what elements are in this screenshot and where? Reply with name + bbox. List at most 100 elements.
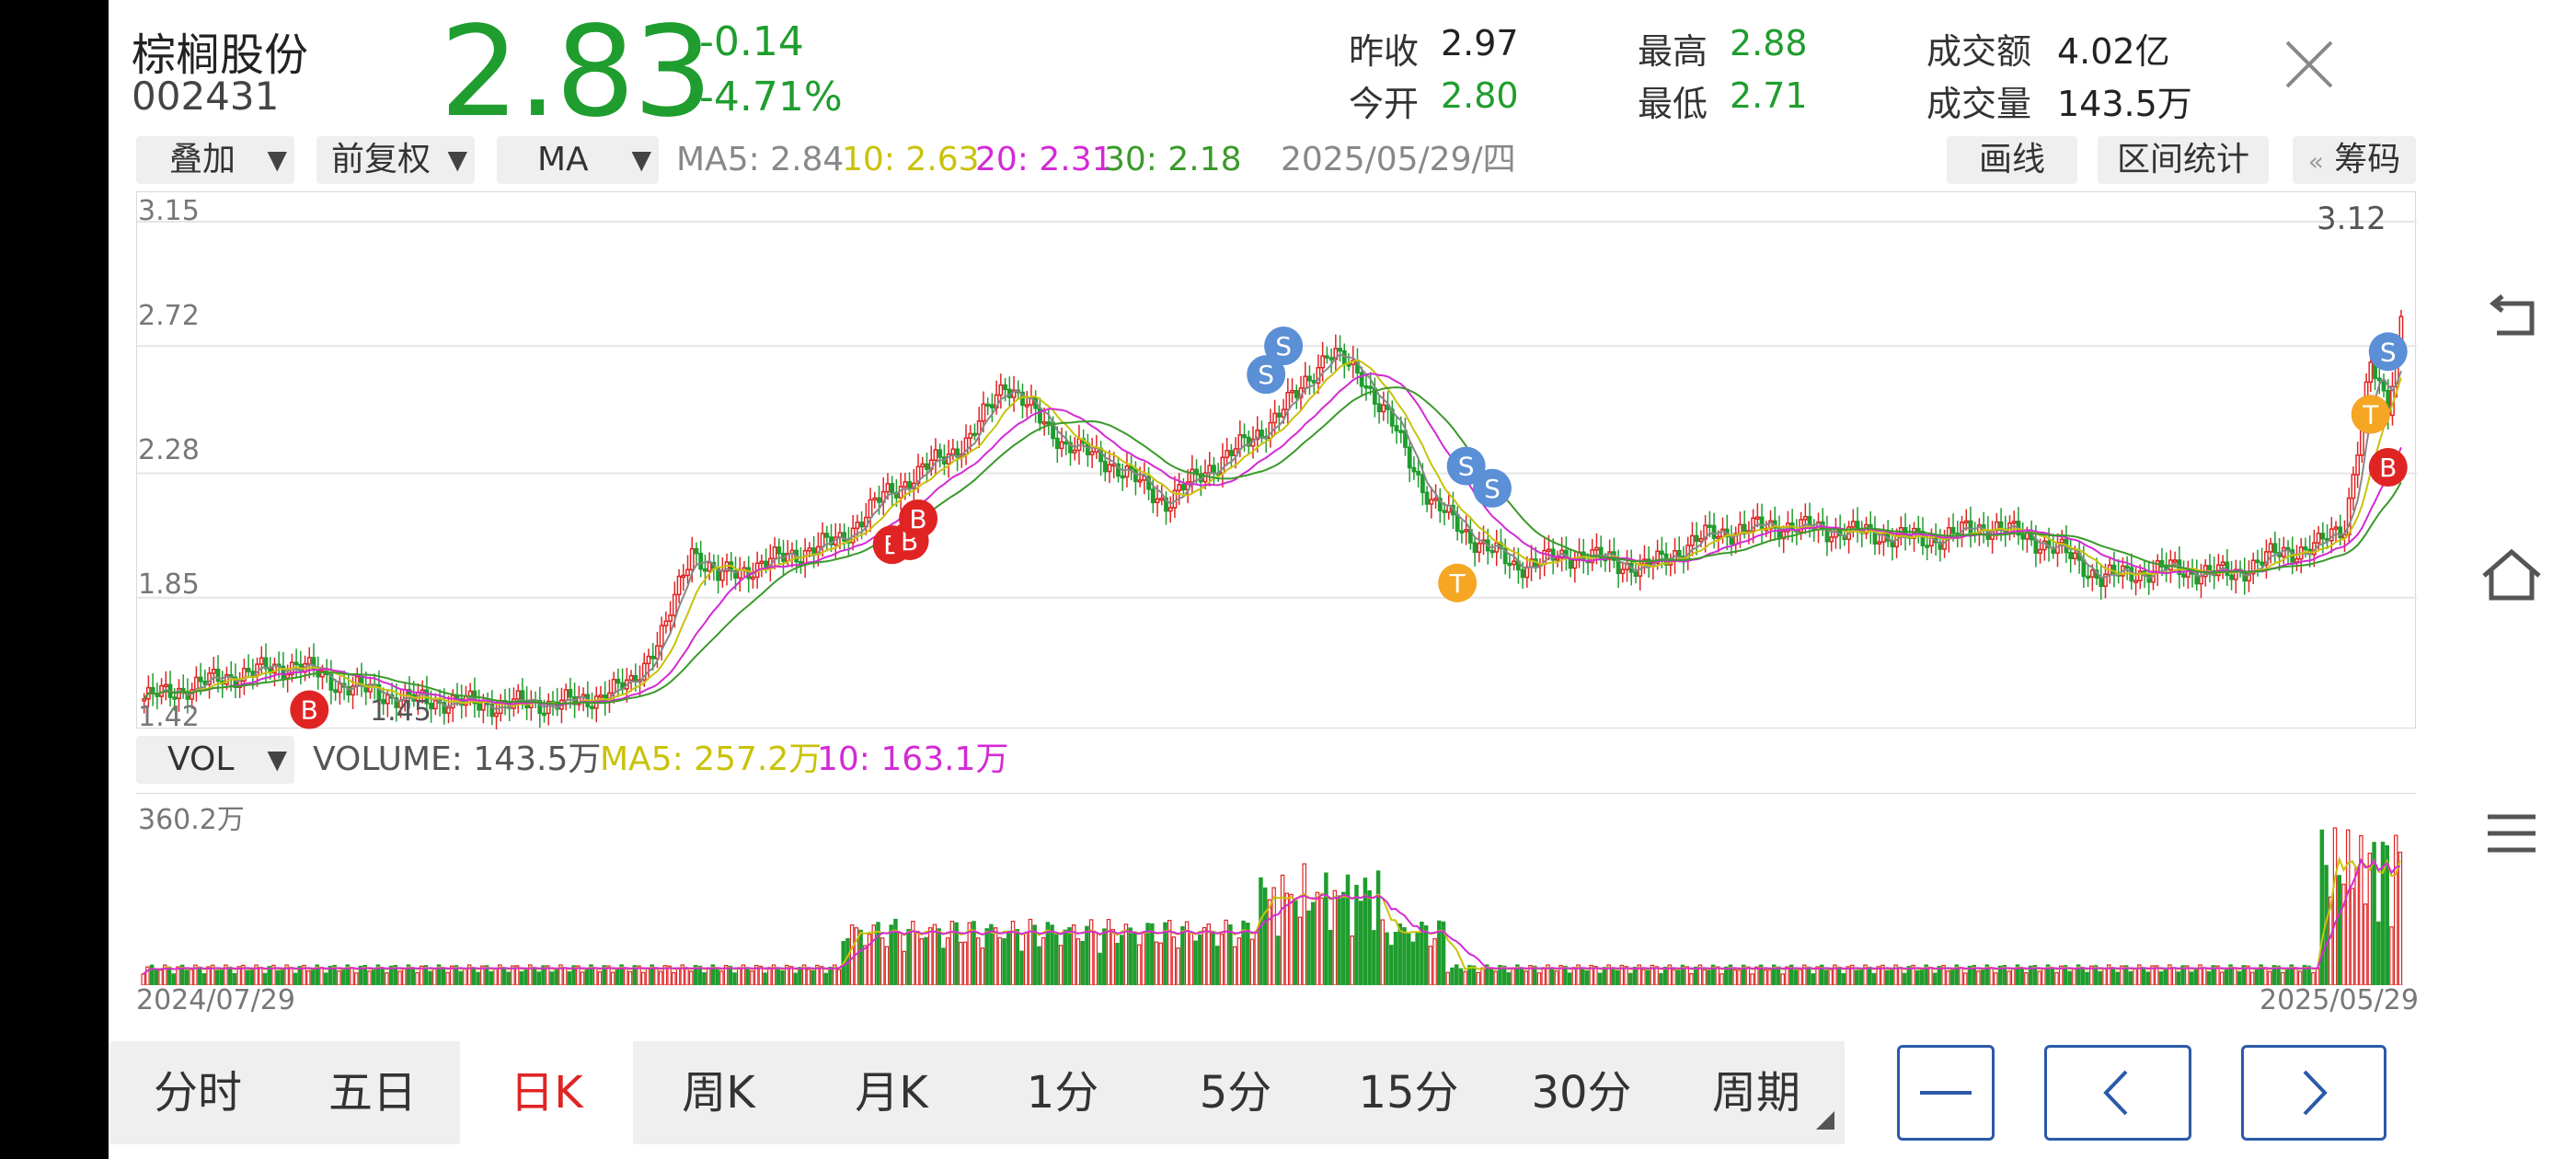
menu-button[interactable] xyxy=(2475,802,2548,866)
volume-bar xyxy=(2110,967,2116,986)
buy-signal-label: B xyxy=(909,504,926,534)
volume-bar xyxy=(819,966,824,986)
tab-5min[interactable]: 5分 xyxy=(1199,1067,1272,1119)
close-button[interactable] xyxy=(2282,37,2337,92)
tab-daily-k[interactable]: 日K xyxy=(460,1041,633,1144)
volume-bar xyxy=(1685,966,1689,986)
scroll-left-button[interactable] xyxy=(2044,1045,2191,1141)
vol-indicator-dropdown[interactable]: VOL ▼ xyxy=(136,736,294,784)
vol-max-label: 360.2万 xyxy=(138,804,245,836)
volume-bar xyxy=(1432,937,1437,986)
t-signal-marker[interactable] xyxy=(1438,563,1478,602)
volume-bar xyxy=(889,924,893,986)
volume-bar xyxy=(2311,971,2316,986)
candle-body xyxy=(937,449,943,458)
volume-bar xyxy=(941,947,946,986)
volume-bar xyxy=(1372,930,1376,986)
volume-bar xyxy=(2024,971,2029,986)
volume-bar xyxy=(1071,924,1076,986)
sell-signal-marker[interactable] xyxy=(2368,332,2408,372)
tab-weekly-k[interactable]: 周K xyxy=(682,1067,755,1119)
volume-bar xyxy=(1763,970,1768,986)
volume-bar xyxy=(1915,970,1920,986)
candle-body xyxy=(272,663,277,674)
volume-bar xyxy=(1385,932,1389,986)
candle-body xyxy=(646,655,651,665)
candle-body xyxy=(1046,421,1052,425)
volume-bar xyxy=(2219,971,2225,986)
sell-signal-marker[interactable] xyxy=(1247,355,1286,395)
volume-bar xyxy=(1176,947,1180,986)
volume-bar xyxy=(249,969,255,986)
indicator-dropdown[interactable]: MA ▼ xyxy=(497,136,659,184)
volume-bar xyxy=(1541,967,1546,986)
adjust-label: 前复权 xyxy=(331,141,431,178)
volume-bar xyxy=(1102,928,1107,986)
volume-bar xyxy=(1767,970,1772,986)
sell-signal-marker[interactable] xyxy=(1473,468,1512,508)
high-label: 最高 xyxy=(1638,31,1708,72)
ma30-value: 30: 2.18 xyxy=(1104,141,1242,178)
adjust-dropdown[interactable]: 前复权 ▼ xyxy=(316,136,475,184)
volume-bar xyxy=(798,967,802,986)
tab-period[interactable]: 周期 xyxy=(1711,1067,1800,1119)
chips-button[interactable]: « 筹码 xyxy=(2293,136,2416,184)
volume-bar xyxy=(519,971,524,986)
volume-bar xyxy=(1002,937,1006,986)
volume-bar xyxy=(1315,891,1320,986)
price-chart[interactable]: BBBBSSSSTBBST xyxy=(136,191,2417,731)
tab-30min[interactable]: 30分 xyxy=(1531,1067,1632,1119)
volume-bar xyxy=(1302,863,1306,986)
volume-bar xyxy=(2133,968,2137,986)
volume-bar xyxy=(2041,968,2046,986)
volume-bar xyxy=(854,927,859,986)
volume-bar xyxy=(1332,889,1338,986)
candle-body xyxy=(1150,488,1156,504)
volume-bar xyxy=(380,967,385,986)
buy-signal-marker[interactable] xyxy=(2368,448,2408,488)
overlay-dropdown[interactable]: 叠加 ▼ xyxy=(136,136,294,184)
t-signal-marker[interactable] xyxy=(2351,395,2390,434)
tab-five-day[interactable]: 五日 xyxy=(328,1067,417,1119)
sell-signal-marker[interactable] xyxy=(1446,446,1486,486)
zoom-out-button[interactable] xyxy=(1897,1045,1995,1141)
volume-bar xyxy=(397,970,402,986)
volume-bar xyxy=(811,970,815,986)
volume-chart[interactable] xyxy=(136,793,2416,986)
volume-bar xyxy=(645,967,650,986)
scroll-right-button[interactable] xyxy=(2241,1045,2386,1141)
volume-bar xyxy=(2233,968,2237,986)
candle-body xyxy=(2355,454,2361,476)
tab-15min[interactable]: 15分 xyxy=(1358,1067,1459,1119)
candle-body xyxy=(1915,527,1921,533)
volume-bar xyxy=(1345,874,1351,986)
buy-signal-marker[interactable] xyxy=(290,690,329,729)
draw-line-button[interactable]: 画线 xyxy=(1947,136,2077,184)
candle-body xyxy=(885,483,891,493)
candle-body xyxy=(1464,529,1469,533)
volume-bar xyxy=(1050,924,1054,986)
dropdown-arrow-icon: ▼ xyxy=(267,144,287,175)
volume-bar xyxy=(385,972,389,986)
volume-bar xyxy=(1980,969,1985,986)
volume-bar xyxy=(1358,901,1363,986)
sell-signal-marker[interactable] xyxy=(1264,327,1304,366)
volume-bar xyxy=(871,924,877,986)
amount-label: 成交额 xyxy=(1926,31,2032,72)
tab-intraday[interactable]: 分时 xyxy=(153,1067,242,1119)
home-button[interactable] xyxy=(2475,543,2548,607)
tab-1min[interactable]: 1分 xyxy=(1026,1067,1099,1119)
volume-bar xyxy=(410,967,415,986)
buy-signal-marker[interactable] xyxy=(899,499,938,538)
vol-ma5: MA5: 257.2万 xyxy=(600,740,822,778)
volume-label: 成交量 xyxy=(1926,84,2032,124)
volume-bar xyxy=(1932,972,1938,986)
tab-monthly-k[interactable]: 月K xyxy=(855,1067,928,1119)
back-button[interactable] xyxy=(2475,285,2548,350)
volume-bar xyxy=(1393,932,1398,986)
volume-bar xyxy=(2163,968,2168,986)
range-stats-button[interactable]: 区间统计 xyxy=(2098,136,2269,184)
volume-bar xyxy=(2072,968,2076,986)
candle-body xyxy=(2316,533,2321,544)
candle-body xyxy=(611,678,616,694)
